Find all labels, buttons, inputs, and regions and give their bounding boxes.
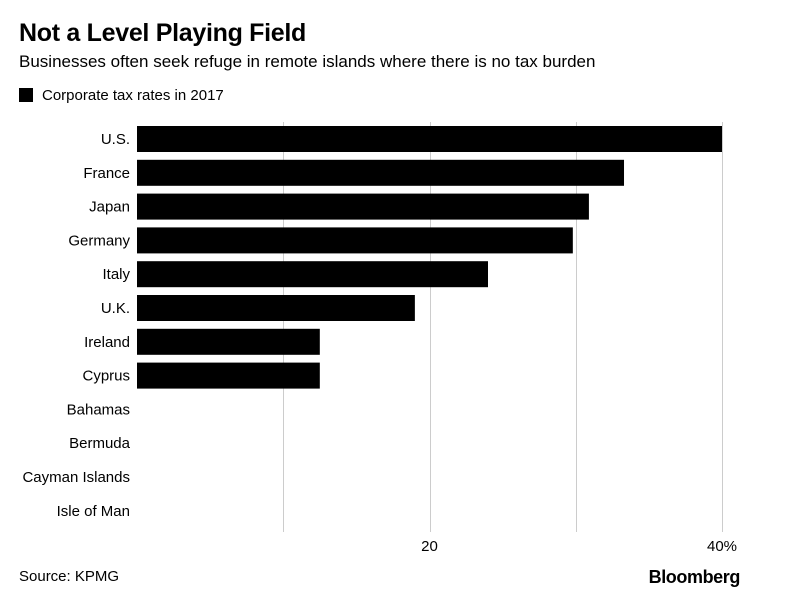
bar — [137, 261, 488, 288]
category-label: Cyprus — [82, 368, 130, 385]
legend-label: Corporate tax rates in 2017 — [42, 86, 224, 104]
category-label: U.S. — [101, 131, 130, 148]
source-note: Source: KPMG — [19, 568, 120, 585]
bloomberg-logo: Bloomberg — [648, 567, 741, 587]
legend-swatch — [19, 88, 33, 102]
x-tick-label: 40% — [707, 538, 737, 555]
bar — [137, 362, 320, 389]
chart-legend: Corporate tax rates in 2017 — [19, 86, 224, 104]
category-label: Japan — [89, 199, 130, 216]
bar — [137, 126, 722, 152]
bar — [137, 227, 573, 254]
chart-title: Not a Level Playing Field — [19, 19, 307, 47]
bar — [137, 295, 415, 321]
bar — [137, 159, 625, 186]
category-label: Bahamas — [67, 401, 130, 418]
category-label: Cayman Islands — [22, 469, 130, 486]
category-label: Italy — [102, 266, 130, 283]
x-tick-label: 20 — [421, 538, 438, 555]
bar — [137, 193, 589, 220]
category-label: Germany — [68, 232, 130, 249]
chart-subtitle: Businesses often seek refuge in remote i… — [19, 52, 596, 71]
bar — [137, 328, 320, 355]
category-label: France — [83, 165, 130, 182]
category-label: Isle of Man — [57, 503, 130, 520]
category-label: U.K. — [101, 300, 130, 317]
category-label: Bermuda — [69, 435, 131, 452]
category-label: Ireland — [84, 334, 130, 351]
